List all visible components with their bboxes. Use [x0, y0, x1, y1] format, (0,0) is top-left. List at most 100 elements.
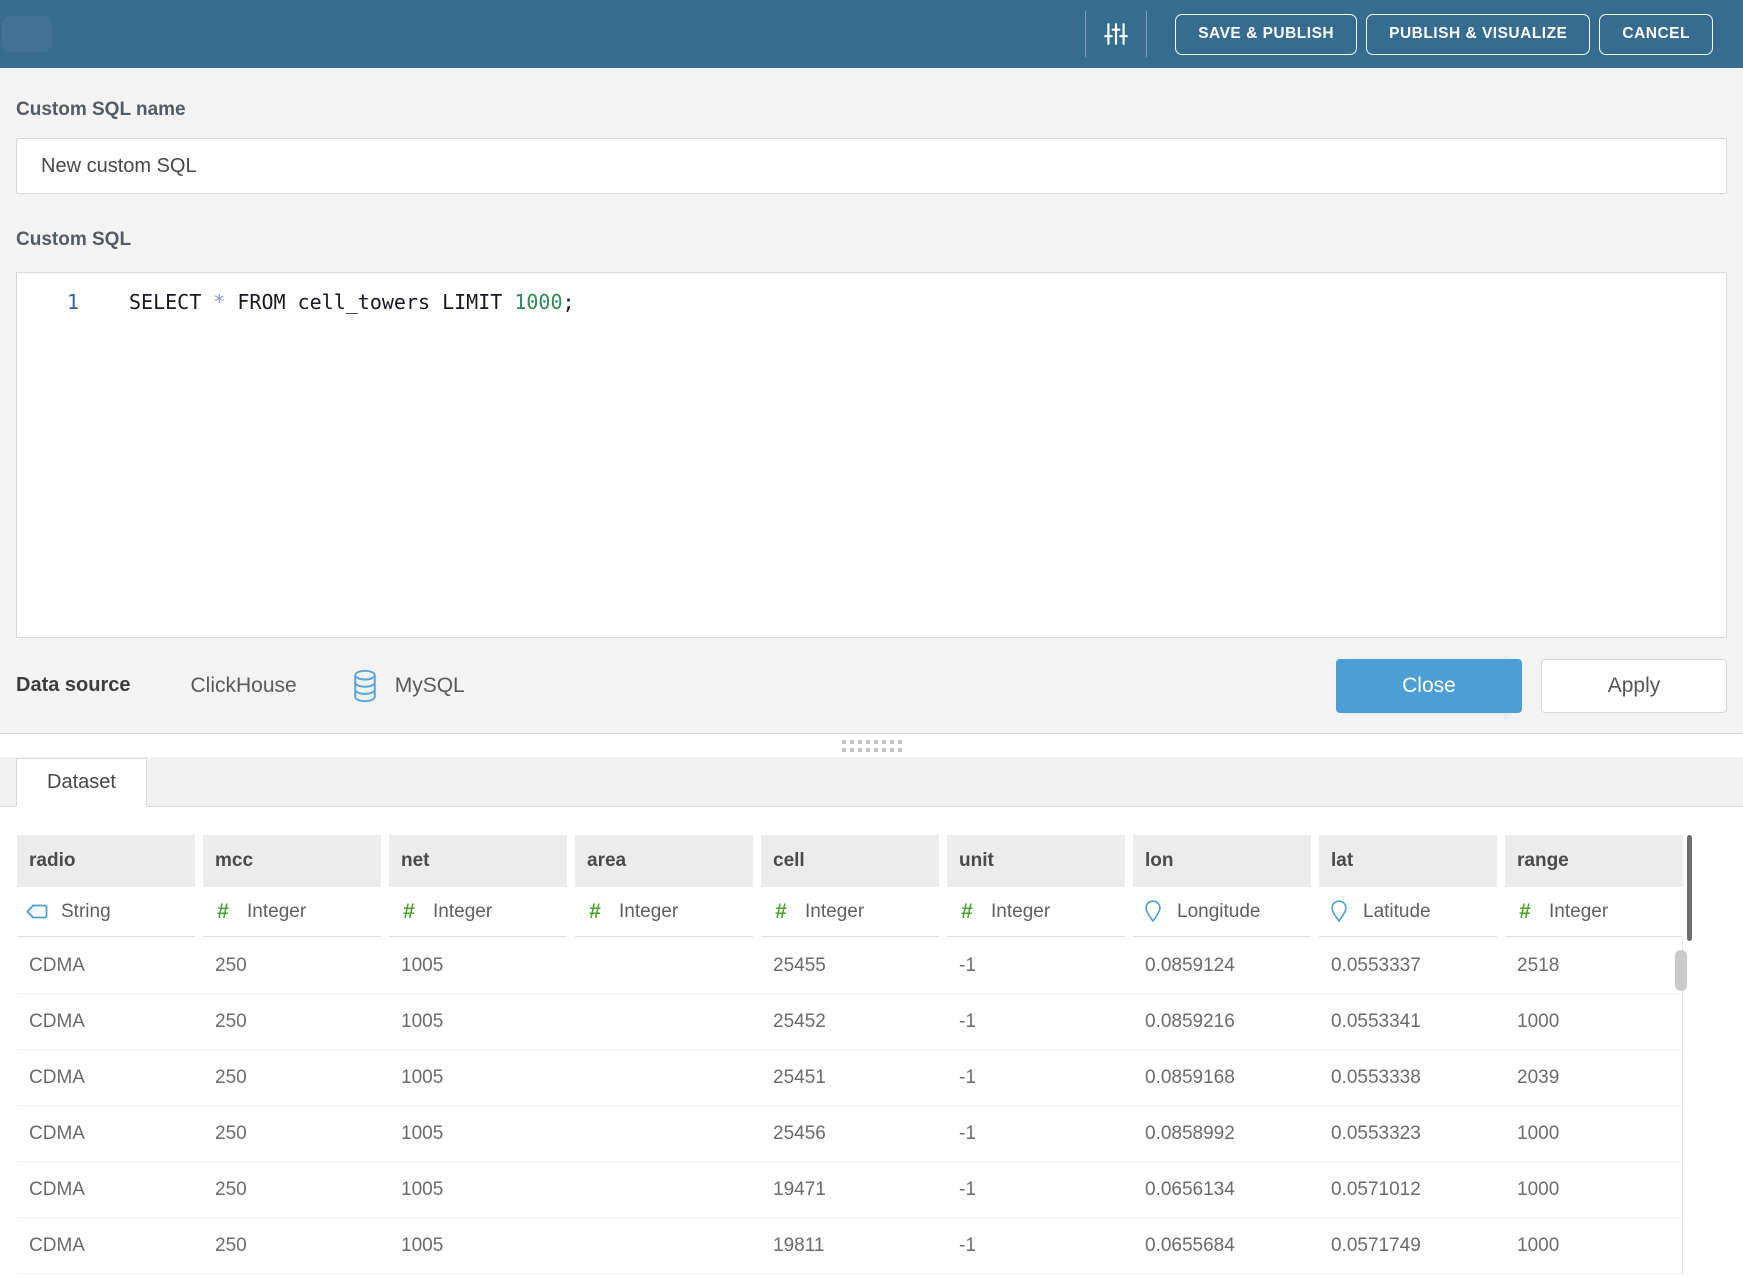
- table-cell: 0.0553323: [1331, 1122, 1421, 1144]
- data-source-name: ClickHouse: [190, 673, 297, 697]
- table-cell: 1005: [401, 1010, 444, 1032]
- column-type-mcc[interactable]: # Integer: [203, 887, 381, 937]
- data-source-label: Data source: [16, 674, 131, 696]
- column-type-unit[interactable]: # Integer: [947, 887, 1125, 937]
- column-type-lat[interactable]: Latitude: [1319, 887, 1497, 937]
- table-row: CDMA 250 1005 25451 -1 0.0859168 0.0553338 2039: [17, 1050, 1682, 1106]
- preview-table: radio mcc net area cell unit lon lat range Strin…: [0, 807, 1743, 1274]
- column-header-radio[interactable]: radio: [17, 835, 195, 887]
- save-publish-button[interactable]: SAVE & PUBLISH: [1175, 13, 1358, 55]
- panel-scrollbar-thumb[interactable]: [1687, 835, 1692, 941]
- integer-icon: #: [1519, 899, 1531, 923]
- table-row: CDMA 250 1005 25452 -1 0.0859216 0.0553341 1000: [17, 994, 1682, 1050]
- column-header-area[interactable]: area: [575, 835, 753, 887]
- integer-icon: #: [961, 899, 973, 923]
- column-type-label: Longitude: [1177, 900, 1261, 922]
- column-type-radio[interactable]: String: [17, 887, 195, 937]
- close-button[interactable]: Close: [1336, 658, 1522, 713]
- table-cell: 250: [215, 1178, 247, 1200]
- integer-icon: #: [775, 899, 787, 923]
- top-toolbar: SAVE & PUBLISH PUBLISH & VISUALIZE CANCE…: [0, 0, 1743, 68]
- sql-code: SELECT * FROM cell_towers LIMIT 1000;: [129, 290, 575, 314]
- table-cell: CDMA: [29, 1178, 85, 1200]
- column-header-lon[interactable]: lon: [1133, 835, 1311, 887]
- tab-dataset[interactable]: Dataset: [16, 758, 147, 807]
- column-header-unit[interactable]: unit: [947, 835, 1125, 887]
- column-type-area[interactable]: # Integer: [575, 887, 753, 937]
- sql-editor[interactable]: 1 SELECT * FROM cell_towers LIMIT 1000;: [16, 272, 1727, 638]
- table-cell: 0.0656134: [1145, 1178, 1235, 1200]
- column-type-label: Latitude: [1363, 900, 1431, 922]
- table-cell: CDMA: [29, 1010, 85, 1032]
- panel-splitter: [0, 733, 1743, 757]
- toolbar-ghost-button[interactable]: [2, 16, 52, 52]
- sliders-icon[interactable]: [1086, 11, 1146, 57]
- table-cell: -1: [959, 1178, 976, 1200]
- table-type-row: String # Integer # Integer # Integer # Integer # I…: [17, 887, 1683, 937]
- table-cell: 25451: [773, 1066, 826, 1088]
- column-type-range[interactable]: # Integer: [1505, 887, 1683, 937]
- table-cell: 1000: [1517, 1178, 1560, 1200]
- table-row: CDMA 250 1005 25456 -1 0.0858992 0.0553323 1000: [17, 1106, 1682, 1162]
- table-cell: 0.0859216: [1145, 1010, 1235, 1032]
- sql-editor-line: 1 SELECT * FROM cell_towers LIMIT 1000;: [17, 273, 1726, 316]
- integer-icon: #: [217, 899, 229, 923]
- table-cell: 1000: [1517, 1234, 1560, 1256]
- integer-icon: #: [589, 899, 601, 923]
- column-type-label: Integer: [433, 900, 493, 922]
- table-header-row: radio mcc net area cell unit lon lat range: [17, 835, 1683, 887]
- table-cell: -1: [959, 1234, 976, 1256]
- table-cell: CDMA: [29, 1122, 85, 1144]
- column-type-cell[interactable]: # Integer: [761, 887, 939, 937]
- column-type-net[interactable]: # Integer: [389, 887, 567, 937]
- toolbar-divider: [1146, 11, 1148, 57]
- column-header-range[interactable]: range: [1505, 835, 1683, 887]
- string-icon: [25, 903, 49, 920]
- table-cell: -1: [959, 1122, 976, 1144]
- splitter-handle[interactable]: [841, 739, 902, 752]
- data-source-engine: MySQL: [394, 673, 465, 697]
- table-cell: 0.0655684: [1145, 1234, 1235, 1256]
- table-cell: 1005: [401, 1066, 444, 1088]
- column-type-label: Integer: [247, 900, 307, 922]
- table-cell: 25452: [773, 1010, 826, 1032]
- tab-strip: Dataset: [0, 757, 1743, 807]
- table-cell: 25455: [773, 954, 826, 976]
- data-source-row: Data source ClickHouse MySQL Close Apply: [16, 638, 1727, 733]
- longitude-icon: [1141, 899, 1165, 924]
- database-icon: [352, 668, 378, 704]
- cancel-button[interactable]: CANCEL: [1599, 13, 1713, 55]
- column-type-lon[interactable]: Longitude: [1133, 887, 1311, 937]
- table-cell: 0.0571012: [1331, 1178, 1421, 1200]
- table-vertical-scrollbar-thumb[interactable]: [1675, 950, 1687, 991]
- table-row: CDMA 250 1005 25455 -1 0.0859124 0.0553337 2518: [17, 938, 1682, 994]
- table-body: CDMA 250 1005 25455 -1 0.0859124 0.0553337 2518…: [17, 938, 1683, 1274]
- table-cell: 250: [215, 1066, 247, 1088]
- dataset-preview-panel: Dataset radio mcc net area cell unit lon lat ran…: [0, 757, 1743, 1279]
- table-row: CDMA 250 1005 19471 -1 0.0656134 0.0571012 1000: [17, 1162, 1682, 1218]
- column-type-label: Integer: [1549, 900, 1609, 922]
- table-cell: 1005: [401, 1234, 444, 1256]
- table-cell: 0.0553341: [1331, 1010, 1421, 1032]
- table-cell: 1000: [1517, 1010, 1560, 1032]
- table-cell: CDMA: [29, 1066, 85, 1088]
- table-cell: 0.0571749: [1331, 1234, 1421, 1256]
- column-header-net[interactable]: net: [389, 835, 567, 887]
- table-cell: 1000: [1517, 1122, 1560, 1144]
- column-type-label: Integer: [805, 900, 865, 922]
- line-number: 1: [66, 290, 79, 314]
- table-cell: 2518: [1517, 954, 1560, 976]
- apply-button[interactable]: Apply: [1541, 658, 1727, 713]
- table-cell: 0.0553337: [1331, 954, 1421, 976]
- table-cell: 250: [215, 1234, 247, 1256]
- column-header-cell[interactable]: cell: [761, 835, 939, 887]
- table-cell: 0.0859168: [1145, 1066, 1235, 1088]
- column-header-mcc[interactable]: mcc: [203, 835, 381, 887]
- table-cell: 19471: [773, 1178, 826, 1200]
- custom-sql-name-input[interactable]: [16, 138, 1727, 194]
- publish-visualize-button[interactable]: PUBLISH & VISUALIZE: [1366, 13, 1591, 55]
- table-cell: 250: [215, 1122, 247, 1144]
- table-cell: 19811: [773, 1234, 825, 1256]
- column-header-lat[interactable]: lat: [1319, 835, 1497, 887]
- table-cell: 0.0859124: [1145, 954, 1235, 976]
